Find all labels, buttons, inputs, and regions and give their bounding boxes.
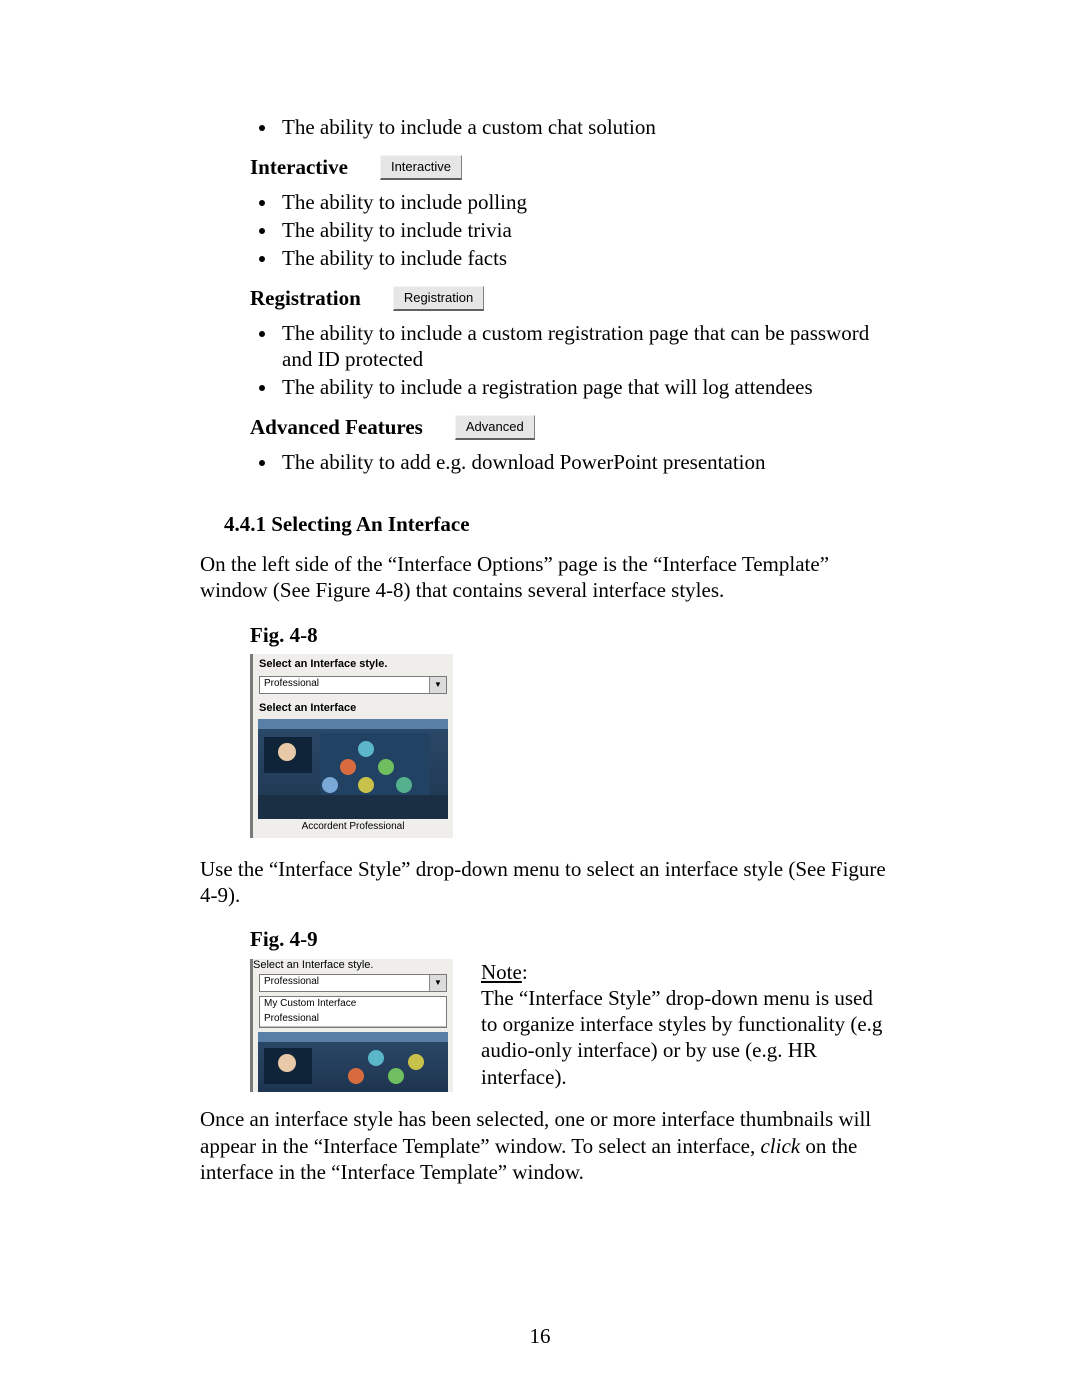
fig49-style-select[interactable]: Professional ▼	[259, 974, 447, 992]
list-item: The ability to include polling	[278, 189, 890, 215]
dropdown-option[interactable]: Professional	[260, 1012, 446, 1028]
thumbnail-presenter	[264, 737, 312, 773]
chevron-down-icon[interactable]: ▼	[429, 975, 446, 991]
interactive-bullet-list: The ability to include polling The abili…	[200, 189, 890, 272]
note-column: Note: The “Interface Style” drop-down me…	[481, 959, 890, 1093]
registration-label: Registration	[250, 285, 361, 311]
fig48-title: Select an Interface style.	[253, 654, 453, 674]
fig48-subtitle: Select an Interface	[253, 698, 453, 718]
heading-441: 4.4.1 Selecting An Interface	[224, 511, 890, 537]
note-colon: :	[522, 960, 528, 984]
top-bullet-list: The ability to include a custom chat sol…	[200, 114, 890, 140]
interactive-button[interactable]: Interactive	[380, 155, 462, 180]
thumbnail-topbar	[258, 1032, 448, 1042]
thumbnail-dot	[368, 1050, 384, 1066]
thumbnail-lower-bar	[258, 795, 448, 819]
registration-bullet-list: The ability to include a custom registra…	[200, 320, 890, 401]
fig49-interface-thumbnail[interactable]	[258, 1032, 448, 1092]
thumbnail-presenter	[264, 1048, 312, 1084]
fig48-style-select[interactable]: Professional ▼	[259, 676, 447, 694]
list-item: The ability to include a registration pa…	[278, 374, 890, 400]
fig49-dropdown-list[interactable]: My Custom Interface Professional	[259, 996, 447, 1028]
note-body: The “Interface Style” drop-down menu is …	[481, 986, 882, 1089]
fig49-select-value: Professional	[260, 975, 429, 991]
list-item: The ability to include trivia	[278, 217, 890, 243]
document-page: The ability to include a custom chat sol…	[0, 0, 1080, 1397]
fig49-row: Select an Interface style. Professional …	[250, 959, 890, 1093]
fig48-label: Fig. 4-8	[250, 622, 890, 648]
dropdown-option[interactable]: My Custom Interface	[260, 997, 446, 1012]
advanced-button[interactable]: Advanced	[455, 415, 535, 440]
interactive-section-row: Interactive Interactive	[250, 154, 890, 180]
list-item: The ability to include a custom chat sol…	[278, 114, 890, 140]
note-heading: Note	[481, 960, 522, 984]
fig48-select-value: Professional	[260, 677, 429, 693]
thumbnail-dot	[408, 1054, 424, 1070]
fig49-title: Select an Interface style.	[253, 959, 453, 973]
paragraph-2: Use the “Interface Style” drop-down menu…	[200, 856, 890, 909]
fig49-panel: Select an Interface style. Professional …	[250, 959, 453, 1093]
advanced-label: Advanced Features	[250, 414, 423, 440]
fig48-caption: Accordent Professional	[253, 819, 453, 838]
list-item: The ability to include facts	[278, 245, 890, 271]
fig48-interface-thumbnail[interactable]	[258, 719, 448, 819]
list-item: The ability to include a custom registra…	[278, 320, 890, 373]
registration-section-row: Registration Registration	[250, 285, 890, 311]
paragraph-3: Once an interface style has been selecte…	[200, 1106, 890, 1185]
fig48-panel: Select an Interface style. Professional …	[250, 654, 453, 838]
chevron-down-icon[interactable]: ▼	[429, 677, 446, 693]
thumbnail-dot	[348, 1068, 364, 1084]
interactive-label: Interactive	[250, 154, 348, 180]
page-number: 16	[0, 1323, 1080, 1349]
advanced-bullet-list: The ability to add e.g. download PowerPo…	[200, 449, 890, 475]
list-item: The ability to add e.g. download PowerPo…	[278, 449, 890, 475]
fig49-label: Fig. 4-9	[250, 926, 890, 952]
registration-button[interactable]: Registration	[393, 286, 484, 311]
thumbnail-topbar	[258, 719, 448, 729]
thumbnail-dot	[388, 1068, 404, 1084]
advanced-section-row: Advanced Features Advanced	[250, 414, 890, 440]
paragraph-1: On the left side of the “Interface Optio…	[200, 551, 890, 604]
para3-click: click	[760, 1134, 800, 1158]
